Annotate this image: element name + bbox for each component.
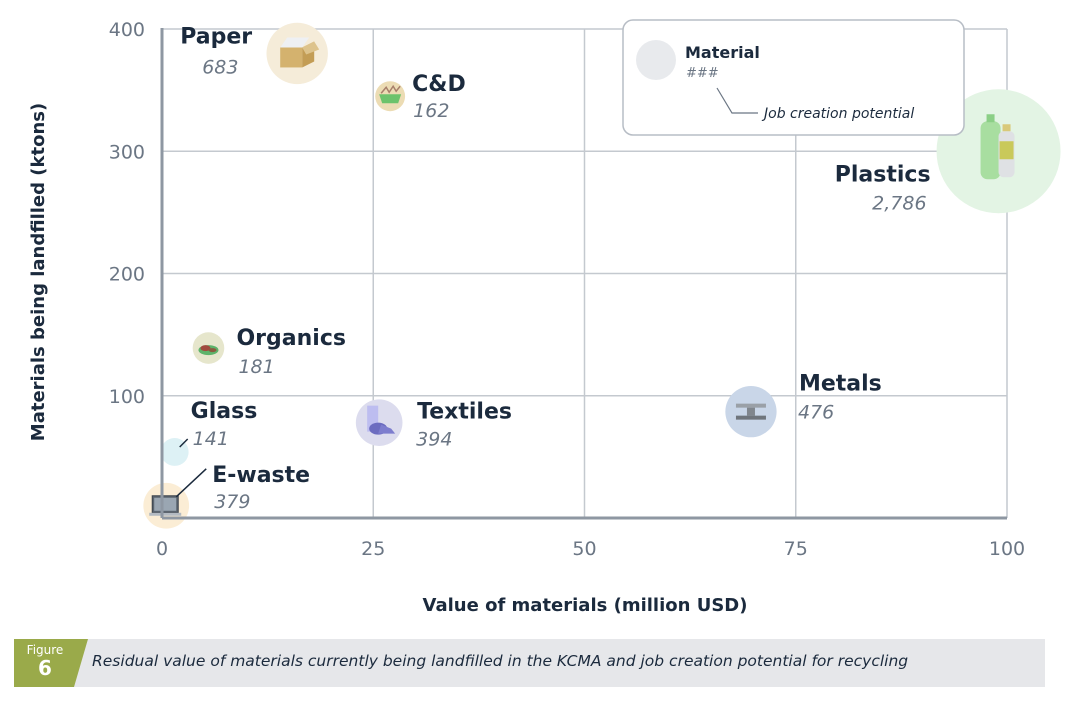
y-tick-label: 100 [109, 386, 145, 408]
bubbles [143, 22, 1061, 529]
figure-label: Figure [26, 643, 64, 657]
legend: Material ### Job creation potential [622, 19, 965, 136]
y-axis-title: Materials being landfilled (ktons) [28, 103, 49, 441]
x-tick-label: 100 [989, 538, 1025, 560]
bubble-metals [725, 386, 777, 438]
bubble-plastics [936, 89, 1061, 214]
axes [160, 28, 1007, 520]
x-tick-label: 0 [156, 538, 168, 560]
point-name-label: Glass [191, 399, 258, 424]
x-axis-title: Value of materials (million USD) [423, 595, 748, 616]
point-value-label: 476 [798, 402, 834, 424]
figure-badge-shape [14, 639, 88, 687]
point-value-label: 141 [193, 428, 229, 450]
caption-text: Residual value of materials currently be… [92, 652, 909, 670]
point-value-label: 379 [214, 491, 250, 513]
figure-caption: Figure 6 Residual value of materials cur… [14, 639, 1045, 687]
dumpster-icon [379, 84, 402, 104]
point-name-label: Paper [180, 24, 252, 49]
y-tick-label: 200 [109, 264, 145, 286]
leader-line [175, 468, 207, 498]
figure-number: 6 [38, 656, 52, 680]
legend-box [622, 19, 965, 136]
point-name-label: Metals [799, 372, 882, 397]
legend-size-note: Job creation potential [761, 106, 914, 122]
bubble-organics [192, 332, 225, 364]
bottle-icon [980, 114, 1015, 180]
point-value-label: 2,786 [872, 192, 926, 214]
box-icon [280, 37, 320, 68]
leader-line [179, 438, 189, 448]
point-value-label: 394 [416, 429, 452, 451]
legend-leader-line [716, 87, 758, 114]
fabric-roll-icon [367, 405, 396, 435]
x-tick-label: 75 [784, 538, 808, 560]
point-labels: Paper 683 C&D 162 Plastics 2,786 Organics 181 Gl… [175, 24, 931, 513]
bubble-textiles [355, 399, 403, 446]
legend-value: ### [686, 66, 719, 81]
laptop-icon [149, 495, 182, 516]
figure-badge: Figure 6 [14, 639, 88, 687]
point-name-label: E-waste [212, 463, 310, 488]
bubble-paper [266, 22, 328, 85]
point-name-label: Organics [236, 326, 345, 351]
y-tick-label: 400 [109, 19, 145, 41]
bubble-circle [355, 399, 403, 446]
leaves-icon [198, 345, 219, 356]
bubble-chart: 0 25 50 75 100 100 200 300 400 Paper 683 C&D 162 Pla… [28, 19, 1061, 616]
point-name-label: C&D [412, 72, 466, 97]
legend-bubble [636, 40, 676, 80]
y-tick-label: 300 [109, 141, 145, 163]
bubble-e-waste [143, 482, 190, 529]
x-tick-label: 50 [572, 538, 596, 560]
x-tick-label: 25 [361, 538, 385, 560]
point-value-label: 181 [238, 356, 274, 378]
legend-name: Material [685, 43, 760, 62]
tick-labels: 0 25 50 75 100 100 200 300 400 [109, 19, 1025, 560]
point-value-label: 683 [202, 56, 238, 78]
point-value-label: 162 [413, 100, 449, 122]
steel-beam-icon [735, 403, 766, 420]
bubble-c-d [375, 81, 406, 112]
point-name-label: Textiles [417, 400, 512, 425]
point-name-label: Plastics [835, 162, 931, 187]
